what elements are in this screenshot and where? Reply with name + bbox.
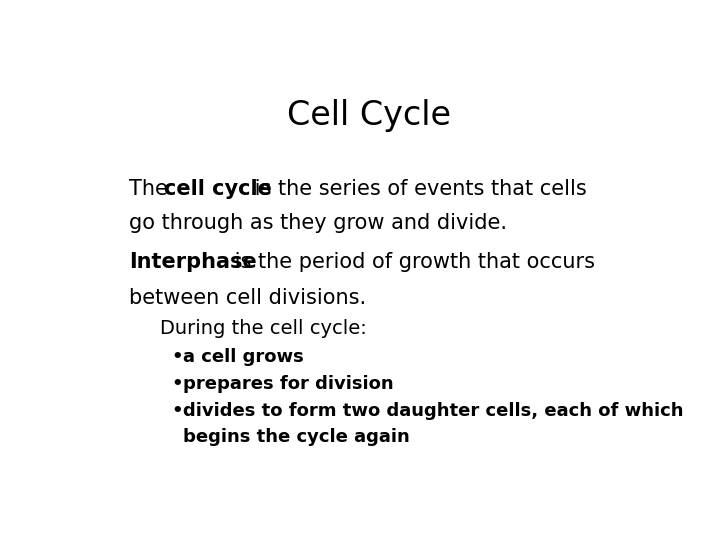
Text: During the cell cycle:: During the cell cycle: xyxy=(160,319,366,338)
Text: begins the cycle again: begins the cycle again xyxy=(183,428,410,446)
Text: Cell Cycle: Cell Cycle xyxy=(287,99,451,132)
Text: is the series of events that cells: is the series of events that cells xyxy=(248,179,586,199)
Text: is the period of growth that occurs: is the period of growth that occurs xyxy=(228,252,595,272)
Text: divides to form two daughter cells, each of which: divides to form two daughter cells, each… xyxy=(183,402,683,420)
Text: •: • xyxy=(171,348,183,366)
Text: prepares for division: prepares for division xyxy=(183,375,394,393)
Text: •: • xyxy=(171,402,183,420)
Text: a cell grows: a cell grows xyxy=(183,348,304,366)
Text: Interphase: Interphase xyxy=(129,252,256,272)
Text: •: • xyxy=(171,375,183,393)
Text: cell cycle: cell cycle xyxy=(164,179,272,199)
Text: between cell divisions.: between cell divisions. xyxy=(129,288,366,308)
Text: go through as they grow and divide.: go through as they grow and divide. xyxy=(129,213,507,233)
Text: The: The xyxy=(129,179,174,199)
